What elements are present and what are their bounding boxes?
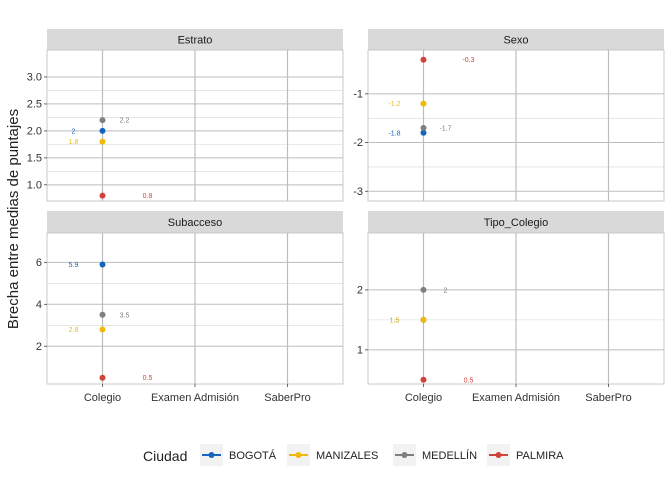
data-label-medellín: -1.7: [439, 125, 451, 132]
data-label-palmira: 0.5: [143, 375, 153, 382]
legend-key-point: [208, 452, 215, 458]
y-tick-label: 6: [36, 257, 42, 269]
facet-strip-title: Estrato: [178, 35, 213, 47]
facet-strip-title: Tipo_Colegio: [484, 217, 548, 229]
y-tick-label: 1: [357, 344, 363, 356]
data-point-manizales: [420, 316, 427, 323]
legend-item-bogotá: BOGOTÁ: [200, 444, 277, 466]
y-tick-label: 2: [36, 341, 42, 353]
data-point-bogotá: [99, 261, 106, 268]
legend-label: MANIZALES: [316, 450, 378, 462]
facet-panel-subacceso: Subacceso 2 4 6 Colegio Examen Admisión SaberP…: [36, 211, 344, 404]
x-tick-label: Colegio: [405, 392, 442, 404]
y-tick-label: 4: [36, 299, 42, 311]
x-tick-label: SaberPro: [585, 392, 631, 404]
data-label-palmira: 0.8: [143, 193, 153, 200]
facet-strip: [47, 29, 343, 50]
facet-strip-title: Subacceso: [168, 217, 222, 229]
legend-item-palmira: PALMIRA: [487, 444, 564, 466]
facet-strip: [368, 29, 664, 50]
data-point-medellín: [99, 117, 106, 124]
data-point-palmira: [99, 374, 106, 381]
legend-label: BOGOTÁ: [229, 449, 277, 462]
data-label-palmira: 0.5: [464, 377, 474, 384]
facet-strip-title: Sexo: [503, 35, 528, 47]
x-tick-label: Examen Admisión: [151, 392, 239, 404]
legend-key-point: [495, 452, 502, 458]
legend-key-point: [401, 452, 408, 458]
y-tick-label: 3.0: [27, 71, 42, 83]
y-axis-title: Brecha entre medias de puntajes: [5, 109, 22, 329]
data-point-palmira: [420, 56, 427, 63]
facet-panel-estrato: Estrato 1.0 1.5 2.0 2.5 3.0 2 1.8 2.2 0.8: [27, 29, 344, 202]
data-point-medellín: [420, 124, 427, 131]
data-point-bogotá: [99, 127, 106, 134]
legend-key-point: [295, 452, 302, 458]
x-tick-label: Examen Admisión: [472, 392, 560, 404]
data-label-medellín: 3.5: [120, 312, 130, 319]
data-label-bogotá: 1.5: [390, 317, 400, 324]
legend-label: MEDELLÍN: [422, 449, 477, 462]
data-label-bogotá: -1.8: [388, 130, 400, 137]
data-label-manizales: 1.8: [69, 139, 79, 146]
data-label-palmira: -0.3: [462, 57, 474, 64]
facet-strip: [368, 211, 664, 233]
y-tick-label: 1.5: [27, 152, 42, 164]
y-tick-label: -2: [353, 137, 363, 149]
data-point-manizales: [99, 138, 106, 145]
data-point-medellín: [420, 286, 427, 293]
data-point-palmira: [420, 376, 427, 383]
y-tick-label: 2: [357, 284, 363, 296]
data-label-manizales: 1.5: [390, 317, 400, 324]
y-tick-label: 2.0: [27, 125, 42, 137]
data-point-manizales: [420, 100, 427, 107]
facet-strip: [47, 211, 343, 233]
legend-item-medellín: MEDELLÍN: [393, 444, 477, 466]
legend-item-manizales: MANIZALES: [287, 444, 378, 466]
data-label-manizales: 2.8: [69, 327, 79, 334]
facet-panels: Estrato 1.0 1.5 2.0 2.5 3.0 2 1.8 2.2 0.8 Sexo -3 -2…: [27, 29, 665, 404]
legend-title: Ciudad: [143, 448, 187, 464]
y-tick-label: 2.5: [27, 98, 42, 110]
data-label-manizales: -1.2: [388, 101, 400, 108]
data-point-bogotá: [420, 129, 427, 136]
data-label-medellín: 2.2: [120, 118, 130, 125]
x-tick-label: Colegio: [84, 392, 121, 404]
facet-panel-tipo-colegio: Tipo_Colegio 1 2 Colegio Examen Admisión Sabe…: [357, 211, 665, 404]
data-point-palmira: [99, 192, 106, 199]
data-point-medellín: [99, 311, 106, 318]
data-label-bogotá: 2: [72, 128, 76, 135]
y-tick-label: -1: [353, 88, 363, 100]
y-tick-label: 1.0: [27, 179, 42, 191]
data-point-manizales: [99, 326, 106, 333]
y-tick-label: -3: [353, 186, 363, 198]
legend-label: PALMIRA: [516, 450, 564, 462]
data-label-medellín: 2: [444, 287, 448, 294]
legend: Ciudad BOGOTÁ MANIZALES MEDELLÍN PALMIRA: [143, 444, 564, 466]
data-label-bogotá: 5.9: [69, 262, 79, 269]
x-tick-label: SaberPro: [264, 392, 310, 404]
facet-panel-sexo: Sexo -3 -2 -1 -1.8 -1.2 -1.7 -0.3: [353, 29, 665, 202]
